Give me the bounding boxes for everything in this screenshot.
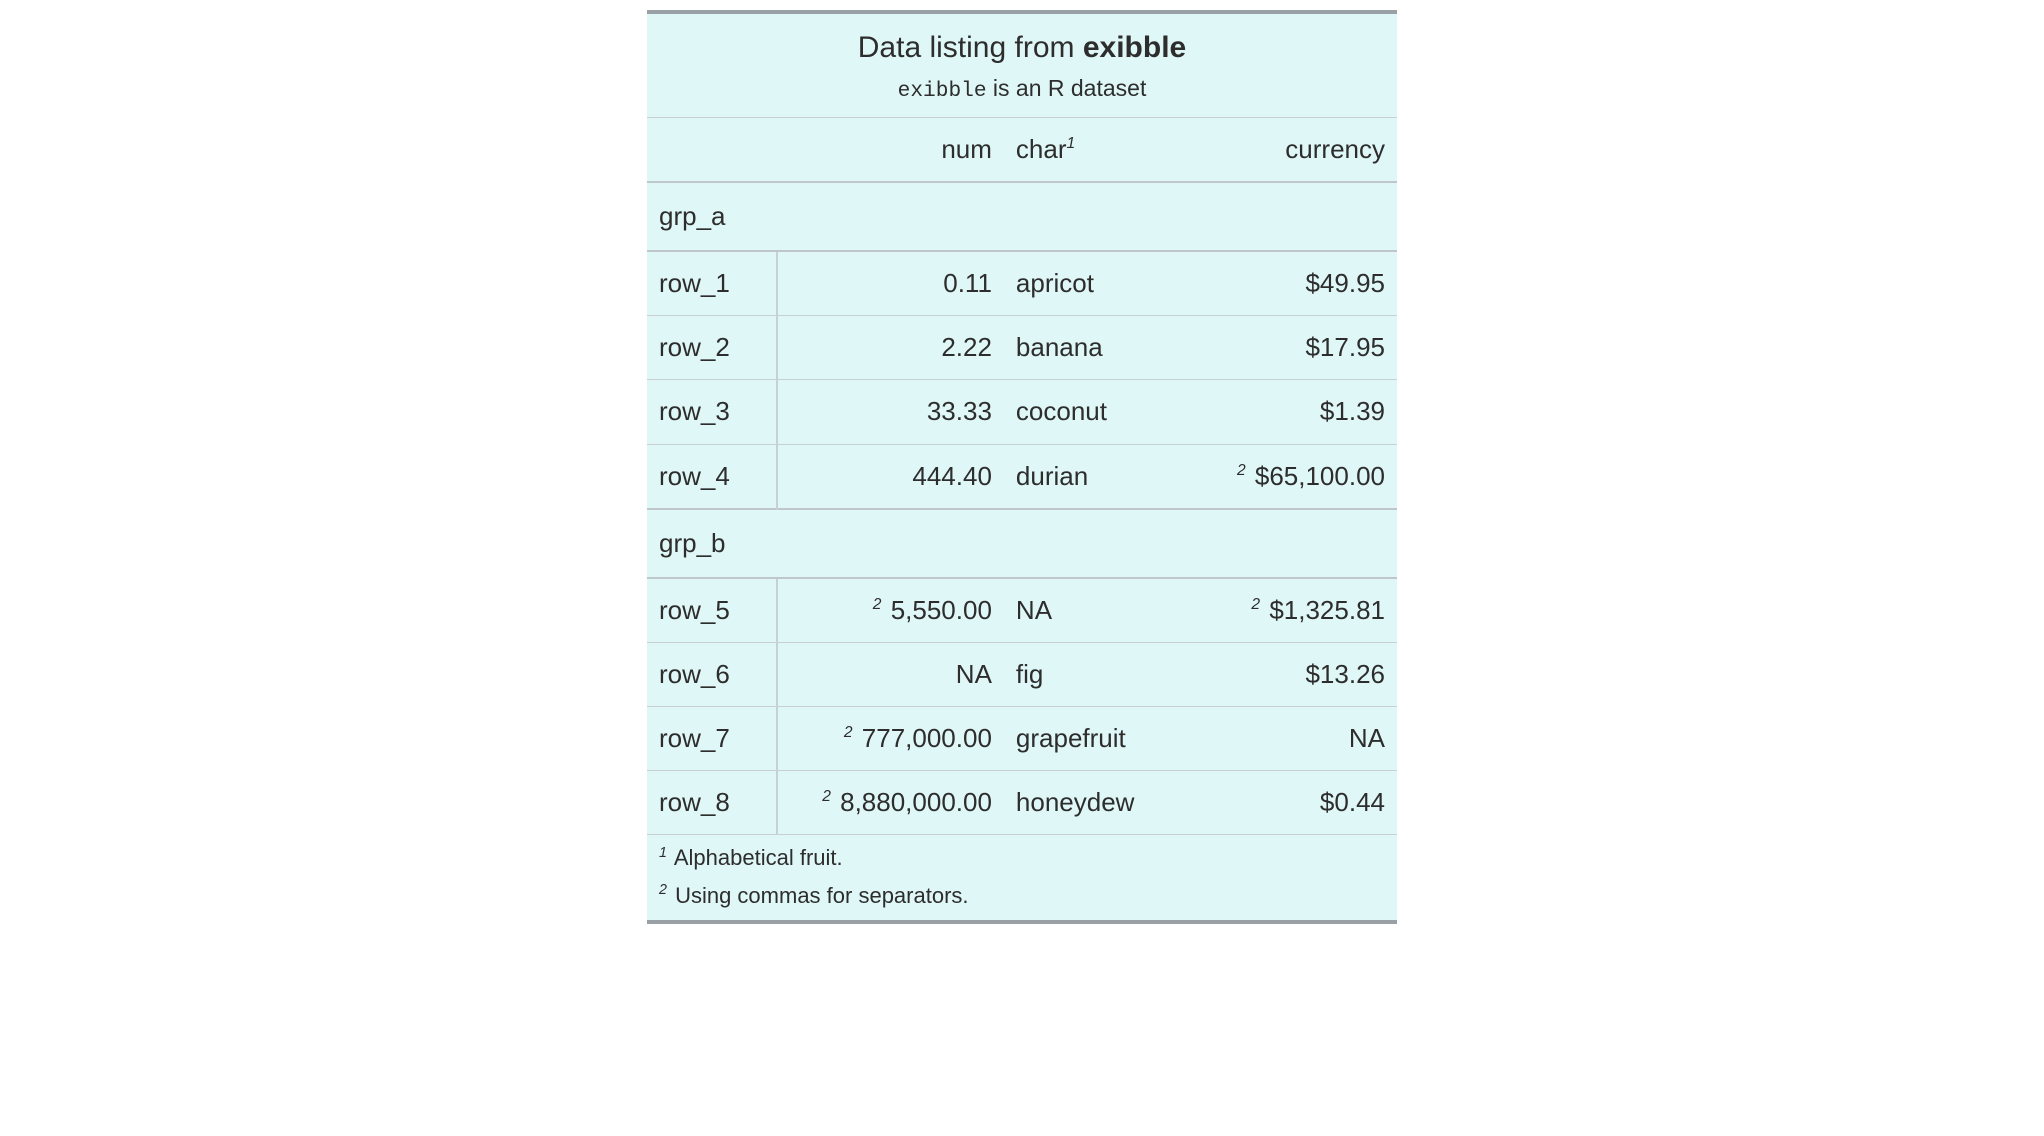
table-row: row_4 444.40 durian 2 $65,100.00 xyxy=(647,444,1397,509)
cell-char: coconut xyxy=(1004,380,1191,444)
cell-currency: $49.95 xyxy=(1191,251,1397,316)
table-title-prefix: Data listing from xyxy=(858,31,1083,64)
table-row: row_5 2 5,550.00 NA 2 $1,325.81 xyxy=(647,578,1397,643)
footnote-row: 1 Alphabetical fruit. xyxy=(647,835,1397,879)
cell-currency-value: $49.95 xyxy=(1305,268,1385,298)
table-title-bold: exibble xyxy=(1083,31,1186,64)
cell-currency-value: $1,325.81 xyxy=(1269,595,1385,625)
table-title-row: Data listing from exibble xyxy=(647,12,1397,73)
cell-num: 0.11 xyxy=(777,251,1004,316)
page-wrap: Data listing from exibble exibble is an … xyxy=(0,0,2044,1136)
cell-currency-value: $17.95 xyxy=(1305,332,1385,362)
cell-num: 2 8,880,000.00 xyxy=(777,770,1004,834)
table-subtitle-row: exibble is an R dataset xyxy=(647,73,1397,118)
cell-currency: 2 $1,325.81 xyxy=(1191,578,1397,643)
col-num: num xyxy=(777,118,1004,183)
cell-char: durian xyxy=(1004,444,1191,509)
table-footnotes: 1 Alphabetical fruit. 2 Using commas for… xyxy=(647,835,1397,923)
cell-stub: row_2 xyxy=(647,316,777,380)
table-row: row_3 33.33 coconut $1.39 xyxy=(647,380,1397,444)
cell-num-value: 5,550.00 xyxy=(891,595,992,625)
cell-currency-value: NA xyxy=(1349,723,1385,753)
cell-currency: NA xyxy=(1191,706,1397,770)
cell-currency-fn: 2 xyxy=(1237,462,1248,479)
cell-num-fn: 2 xyxy=(822,788,833,805)
cell-stub: row_1 xyxy=(647,251,777,316)
cell-currency: 2 $65,100.00 xyxy=(1191,444,1397,509)
cell-stub: row_4 xyxy=(647,444,777,509)
cell-num: 444.40 xyxy=(777,444,1004,509)
cell-stub: row_5 xyxy=(647,578,777,643)
cell-currency: $1.39 xyxy=(1191,380,1397,444)
cell-num-value: 33.33 xyxy=(927,396,992,426)
cell-num-value: 777,000.00 xyxy=(862,723,992,753)
cell-stub: row_7 xyxy=(647,706,777,770)
table-row: row_7 2 777,000.00 grapefruit NA xyxy=(647,706,1397,770)
cell-char: grapefruit xyxy=(1004,706,1191,770)
cell-stub: row_8 xyxy=(647,770,777,834)
cell-char: NA xyxy=(1004,578,1191,643)
footnote: 1 Alphabetical fruit. xyxy=(647,835,1397,879)
cell-num-value: 8,880,000.00 xyxy=(840,787,992,817)
cell-num: 33.33 xyxy=(777,380,1004,444)
cell-currency-value: $65,100.00 xyxy=(1255,461,1385,491)
col-char-label: char xyxy=(1016,134,1067,164)
cell-num-value: 444.40 xyxy=(912,461,992,491)
cell-char: honeydew xyxy=(1004,770,1191,834)
column-header: num char1 currency xyxy=(647,118,1397,183)
cell-num: 2 5,550.00 xyxy=(777,578,1004,643)
cell-currency: $17.95 xyxy=(1191,316,1397,380)
col-stub xyxy=(647,118,777,183)
group-row: grp_b xyxy=(647,509,1397,578)
col-currency: currency xyxy=(1191,118,1397,183)
cell-num-fn: 2 xyxy=(844,724,855,741)
footnote-text: Using commas for separators. xyxy=(675,883,968,908)
group-label: grp_b xyxy=(647,509,1397,578)
footnote-text: Alphabetical fruit. xyxy=(674,845,843,870)
table-row: row_1 0.11 apricot $49.95 xyxy=(647,251,1397,316)
table-row: row_8 2 8,880,000.00 honeydew $0.44 xyxy=(647,770,1397,834)
cell-currency: $13.26 xyxy=(1191,642,1397,706)
table-subtitle: exibble is an R dataset xyxy=(647,73,1397,118)
group-row: grp_a xyxy=(647,182,1397,251)
cell-num: NA xyxy=(777,642,1004,706)
cell-currency: $0.44 xyxy=(1191,770,1397,834)
cell-currency-value: $13.26 xyxy=(1305,659,1385,689)
data-table: Data listing from exibble exibble is an … xyxy=(647,10,1397,924)
cell-currency-fn: 2 xyxy=(1251,596,1262,613)
col-char: char1 xyxy=(1004,118,1191,183)
cell-stub: row_3 xyxy=(647,380,777,444)
cell-char: banana xyxy=(1004,316,1191,380)
table-row: row_2 2.22 banana $17.95 xyxy=(647,316,1397,380)
table-title: Data listing from exibble xyxy=(647,12,1397,73)
footnote-mark: 2 xyxy=(659,882,669,898)
cell-char: apricot xyxy=(1004,251,1191,316)
cell-num-value: NA xyxy=(956,659,992,689)
table-heading: Data listing from exibble exibble is an … xyxy=(647,12,1397,118)
footnote: 2 Using commas for separators. xyxy=(647,879,1397,923)
cell-num-value: 2.22 xyxy=(941,332,992,362)
group-label: grp_a xyxy=(647,182,1397,251)
cell-stub: row_6 xyxy=(647,642,777,706)
column-header-row: num char1 currency xyxy=(647,118,1397,183)
table-subtitle-rest: is an R dataset xyxy=(987,75,1147,101)
footnote-row: 2 Using commas for separators. xyxy=(647,879,1397,923)
col-char-footnote-mark: 1 xyxy=(1067,135,1078,152)
table-subtitle-code: exibble xyxy=(898,79,987,103)
cell-currency-value: $0.44 xyxy=(1320,787,1385,817)
cell-char: fig xyxy=(1004,642,1191,706)
cell-currency-value: $1.39 xyxy=(1320,396,1385,426)
table-body: grp_a row_1 0.11 apricot $49.95 row_2 2.… xyxy=(647,182,1397,834)
cell-num: 2.22 xyxy=(777,316,1004,380)
cell-num-fn: 2 xyxy=(873,596,884,613)
cell-num: 2 777,000.00 xyxy=(777,706,1004,770)
cell-num-value: 0.11 xyxy=(943,268,992,298)
table-row: row_6 NA fig $13.26 xyxy=(647,642,1397,706)
footnote-mark: 1 xyxy=(659,845,669,861)
